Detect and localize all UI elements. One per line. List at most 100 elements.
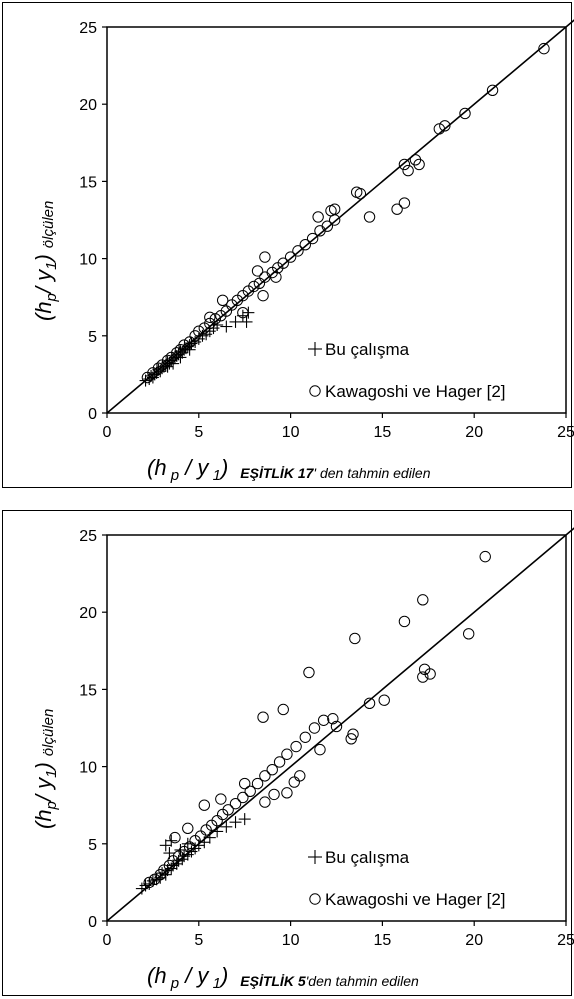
data-point-plus (165, 862, 178, 875)
data-point-circle (398, 615, 411, 628)
data-point-circle (143, 876, 155, 889)
legend-label-series-2: Kawagoshi ve Hager [2] (325, 890, 506, 909)
data-point-circle (402, 164, 414, 177)
legend-label-series-1: Bu çalışma (325, 340, 410, 359)
data-point-circle (239, 777, 251, 790)
data-point-circle (303, 666, 315, 679)
data-point-circle (209, 313, 222, 325)
data-point-circle (312, 211, 324, 223)
y-tick-label: 0 (88, 914, 97, 931)
data-point-circle (308, 722, 321, 734)
legend-marker-plus (308, 342, 322, 356)
chart-panel-2: 0 5 10 15 20 25 0 5 10 15 20 25 Bu çalışma Kawagoshi … (2, 510, 574, 996)
data-point-circle (259, 770, 271, 782)
data-point-circle (259, 796, 271, 808)
legend-label-series-2: Kawagoshi ve Hager [2] (325, 382, 506, 401)
data-point-circle (273, 756, 286, 768)
data-point-circle (462, 628, 475, 640)
data-point-circle (257, 711, 269, 723)
data-point-circle (215, 793, 227, 805)
data-point-plus (240, 315, 253, 328)
data-point-circle (294, 770, 306, 782)
x-tick-label: 0 (103, 932, 112, 949)
y-axis-label: (hp/ y1)ölçülen (31, 709, 60, 829)
y-tick-label: 15 (79, 682, 97, 699)
y-tick-label: 10 (79, 760, 97, 777)
y-tick-label: 25 (79, 20, 97, 37)
data-point-circle (292, 245, 304, 257)
x-tick-label: 5 (194, 424, 203, 441)
data-point-circle (288, 776, 300, 788)
data-point-circle (398, 158, 411, 171)
data-point-plus (174, 843, 187, 856)
chart-panel-1: 0 5 10 15 20 25 0 5 10 15 20 25 Bu çalışma Kawagoshi … (2, 2, 574, 488)
data-point-circle (321, 220, 334, 232)
y-tick-label: 15 (79, 174, 97, 191)
data-point-circle (182, 822, 194, 835)
data-point-circle (152, 362, 165, 374)
y-tick-label: 20 (79, 605, 97, 622)
data-point-circle (198, 799, 211, 811)
data-point-plus (229, 315, 242, 328)
data-point-circle (204, 311, 216, 323)
data-point-circle (409, 154, 422, 166)
x-tick-label: 25 (557, 932, 574, 949)
data-point-circle (268, 788, 280, 801)
y-tick-label: 5 (88, 329, 97, 346)
x-tick-label: 10 (282, 932, 300, 949)
data-point-plus (238, 813, 251, 826)
data-point-circle (277, 257, 289, 269)
data-point-circle (284, 251, 297, 263)
legend-label-series-1: Bu çalışma (325, 848, 410, 867)
x-axis-label: (h p / y 1) EŞİTLİK 17' den tahmin edilen (147, 455, 431, 484)
data-point-circle (328, 203, 341, 215)
data-point-circle (299, 239, 311, 251)
data-point-plus (220, 320, 233, 333)
x-tick-label: 5 (194, 932, 203, 949)
data-point-circle (417, 671, 429, 683)
x-tick-label: 20 (465, 424, 483, 441)
data-point-circle (327, 713, 339, 725)
y-tick-label: 20 (79, 97, 97, 114)
data-point-circle (244, 785, 256, 798)
data-point-circle (347, 728, 359, 740)
data-point-circle (391, 203, 403, 215)
data-point-circle (299, 731, 311, 743)
data-point-circle (306, 232, 319, 245)
data-point-plus (211, 825, 224, 838)
chart-svg-2: 0 5 10 15 20 25 0 5 10 15 20 25 Bu çalışma Kawagoshi … (31, 527, 574, 992)
y-tick-label: 0 (88, 406, 97, 423)
data-point-circle (281, 787, 293, 799)
data-point-circle (538, 42, 550, 55)
data-point-circle (424, 668, 436, 680)
data-point-circle (251, 265, 264, 277)
data-point-plus (159, 839, 172, 852)
chart-svg-1: 0 5 10 15 20 25 0 5 10 15 20 25 Bu çalışma Kawagoshi … (31, 19, 574, 484)
data-point-circle (349, 632, 361, 645)
data-point-circle (413, 158, 425, 171)
data-point-circle (363, 697, 376, 709)
data-point-circle (277, 703, 289, 716)
data-point-circle (345, 733, 357, 745)
data-point-circle (169, 831, 181, 844)
data-point-circle (237, 306, 249, 319)
data-point-circle (270, 271, 282, 283)
data-point-circle (290, 740, 302, 753)
data-point-circle (330, 720, 343, 733)
data-point-circle (439, 120, 451, 132)
data-point-plus (229, 816, 242, 829)
data-point-circle (248, 280, 260, 293)
data-point-circle (251, 777, 264, 790)
data-point-circle (193, 325, 205, 337)
x-tick-label: 15 (374, 424, 392, 441)
y-axis-label: (hp/ y1)ölçülen (31, 201, 60, 321)
x-tick-label: 25 (557, 424, 574, 441)
data-point-circle (259, 251, 271, 263)
y-tick-label: 25 (79, 528, 97, 545)
x-tick-label: 0 (103, 424, 112, 441)
data-point-circle (314, 743, 326, 756)
data-point-circle (354, 188, 367, 200)
data-point-circle (222, 804, 234, 816)
plot-area-frame (106, 26, 567, 414)
x-tick-label: 15 (374, 932, 392, 949)
